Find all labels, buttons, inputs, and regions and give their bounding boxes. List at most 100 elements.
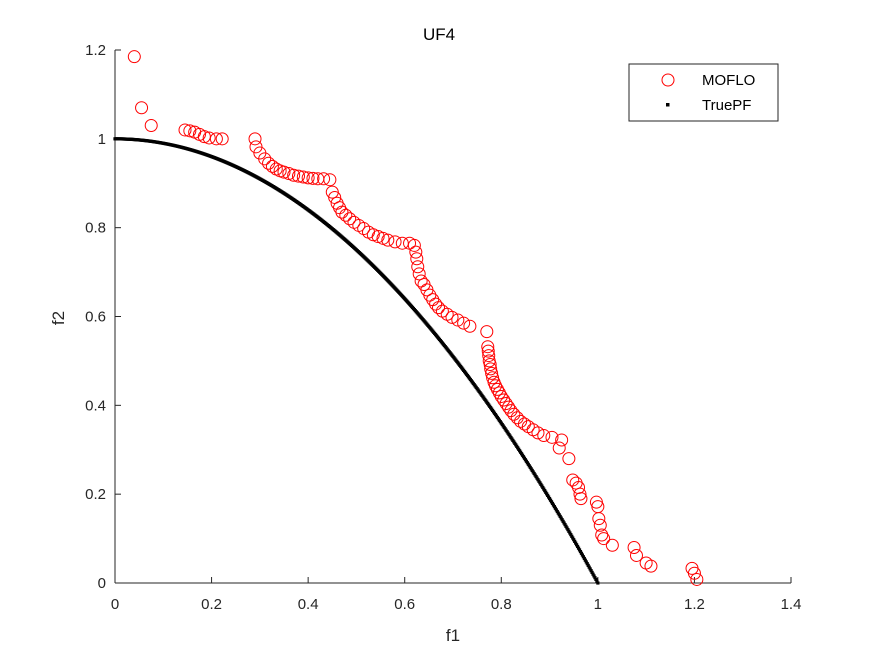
truepf-point bbox=[595, 579, 599, 583]
moflo-point bbox=[502, 400, 516, 414]
moflo-point bbox=[490, 382, 504, 396]
moflo-point bbox=[482, 349, 496, 363]
moflo-point bbox=[480, 325, 494, 339]
moflo-point bbox=[555, 433, 569, 447]
truepf-point bbox=[584, 560, 588, 564]
truepf-point bbox=[580, 553, 585, 557]
moflo-point bbox=[593, 518, 607, 532]
moflo-point bbox=[317, 172, 331, 186]
truepf-point bbox=[582, 556, 586, 561]
truepf-point bbox=[553, 506, 557, 510]
truepf-point bbox=[596, 581, 600, 585]
truepf-point bbox=[557, 513, 561, 517]
x-tick-label: 0.4 bbox=[298, 596, 319, 613]
truepf-point bbox=[551, 503, 556, 507]
moflo-point bbox=[249, 140, 263, 154]
moflo-point bbox=[463, 319, 477, 333]
moflo-point bbox=[445, 310, 459, 324]
truepf-point bbox=[563, 523, 567, 527]
moflo-point bbox=[343, 212, 357, 226]
moflo-point bbox=[411, 260, 425, 274]
truepf-point bbox=[558, 514, 562, 519]
legend-moflo-label: MOFLO bbox=[702, 72, 755, 89]
moflo-point bbox=[690, 572, 704, 586]
y-tick-label: 0 bbox=[98, 575, 106, 592]
legend-box bbox=[628, 63, 779, 122]
truepf-point bbox=[593, 576, 597, 580]
moflo-point bbox=[258, 152, 272, 166]
truepf-point bbox=[590, 570, 594, 575]
truepf-point bbox=[548, 498, 553, 502]
moflo-point bbox=[629, 548, 643, 562]
truepf-point bbox=[588, 567, 592, 571]
legend-truepf-label: TruePF bbox=[702, 97, 751, 114]
moflo-point bbox=[488, 379, 502, 393]
moflo-point bbox=[412, 267, 426, 281]
series-truepf bbox=[113, 137, 600, 585]
moflo-point bbox=[484, 362, 498, 376]
truepf-point bbox=[577, 548, 582, 552]
legend-moflo-marker bbox=[661, 73, 675, 87]
truepf-point bbox=[555, 509, 559, 514]
legend-truepf-marker bbox=[666, 103, 670, 107]
truepf-point bbox=[592, 574, 596, 578]
moflo-point bbox=[265, 159, 279, 173]
x-axis-label: f1 bbox=[446, 626, 460, 645]
truepf-point bbox=[550, 501, 555, 506]
moflo-point bbox=[432, 301, 446, 315]
moflo-point bbox=[144, 119, 158, 133]
truepf-point bbox=[572, 538, 576, 542]
truepf-point bbox=[576, 546, 581, 550]
axes: 0 0.2 0.4 0.6 0.8 1 1.2 1.4 0 0.2 0.4 0.6 0.8 1 1.2 bbox=[85, 42, 801, 613]
truepf-point bbox=[571, 536, 575, 540]
moflo-point bbox=[481, 340, 495, 354]
x-tick-label: 1.4 bbox=[781, 596, 802, 613]
moflo-point bbox=[277, 165, 291, 179]
truepf-point bbox=[569, 533, 573, 537]
moflo-point bbox=[457, 316, 471, 330]
x-tick-label: 0 bbox=[111, 596, 119, 613]
truepf-point bbox=[564, 524, 568, 528]
moflo-point bbox=[306, 171, 320, 185]
moflo-point bbox=[687, 566, 701, 580]
moflo-point bbox=[135, 101, 149, 115]
moflo-point bbox=[531, 426, 545, 440]
moflo-point bbox=[627, 540, 641, 554]
x-tick-label: 0.8 bbox=[491, 596, 512, 613]
x-tick-label: 1 bbox=[594, 596, 602, 613]
moflo-point bbox=[574, 492, 588, 506]
series-moflo bbox=[127, 50, 704, 586]
moflo-point bbox=[481, 344, 495, 358]
moflo-point bbox=[605, 538, 619, 552]
truepf-point bbox=[568, 531, 572, 535]
truepf-point bbox=[565, 526, 569, 530]
truepf-point bbox=[575, 544, 580, 549]
truepf-point bbox=[586, 563, 590, 568]
moflo-point bbox=[485, 366, 499, 380]
moflo-point bbox=[552, 441, 566, 455]
truepf-point bbox=[570, 534, 574, 538]
moflo-point bbox=[537, 429, 551, 443]
moflo-point bbox=[323, 173, 337, 187]
moflo-point bbox=[410, 252, 424, 266]
moflo-point bbox=[595, 528, 609, 542]
moflo-point bbox=[357, 222, 371, 236]
moflo-point bbox=[545, 430, 559, 444]
truepf-point bbox=[583, 558, 587, 562]
truepf-point bbox=[566, 528, 570, 532]
truepf-point bbox=[578, 549, 583, 554]
moflo-point bbox=[407, 238, 421, 252]
moflo-point bbox=[562, 452, 576, 466]
moflo-point bbox=[573, 487, 587, 501]
x-tick-label: 0.6 bbox=[394, 596, 415, 613]
moflo-point bbox=[178, 123, 192, 137]
truepf-point bbox=[552, 505, 556, 509]
moflo-point bbox=[127, 50, 141, 64]
truepf-point bbox=[559, 516, 563, 520]
moflo-point bbox=[183, 124, 197, 138]
moflo-point bbox=[202, 131, 216, 145]
truepf-point bbox=[575, 543, 579, 547]
truepf-point bbox=[573, 539, 577, 543]
truepf-point bbox=[585, 562, 589, 566]
y-tick-label: 0.2 bbox=[85, 486, 106, 503]
